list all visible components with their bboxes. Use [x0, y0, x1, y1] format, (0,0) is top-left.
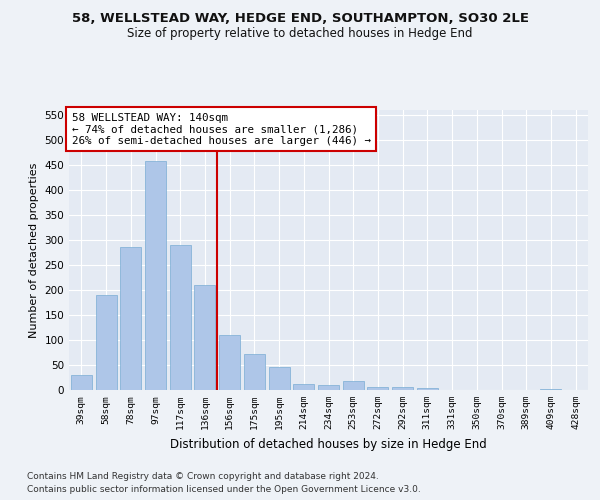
- Bar: [219, 335, 240, 390]
- Text: Contains public sector information licensed under the Open Government Licence v3: Contains public sector information licen…: [27, 485, 421, 494]
- Bar: [95, 295, 116, 390]
- Bar: [71, 375, 92, 390]
- Y-axis label: Number of detached properties: Number of detached properties: [29, 162, 39, 338]
- Bar: [170, 245, 191, 390]
- Bar: [541, 388, 562, 390]
- Text: Contains HM Land Registry data © Crown copyright and database right 2024.: Contains HM Land Registry data © Crown c…: [27, 472, 379, 481]
- Bar: [120, 246, 141, 390]
- Bar: [367, 387, 388, 390]
- Bar: [244, 354, 265, 390]
- Bar: [194, 285, 215, 390]
- Text: 58 WELLSTEAD WAY: 140sqm
← 74% of detached houses are smaller (1,286)
26% of sem: 58 WELLSTEAD WAY: 140sqm ← 74% of detach…: [71, 113, 371, 146]
- Bar: [417, 388, 438, 390]
- Bar: [293, 384, 314, 390]
- Bar: [269, 366, 290, 390]
- Bar: [145, 161, 166, 390]
- Bar: [343, 380, 364, 390]
- Text: 58, WELLSTEAD WAY, HEDGE END, SOUTHAMPTON, SO30 2LE: 58, WELLSTEAD WAY, HEDGE END, SOUTHAMPTO…: [71, 12, 529, 26]
- Bar: [318, 385, 339, 390]
- Text: Size of property relative to detached houses in Hedge End: Size of property relative to detached ho…: [127, 28, 473, 40]
- X-axis label: Distribution of detached houses by size in Hedge End: Distribution of detached houses by size …: [170, 438, 487, 450]
- Bar: [392, 386, 413, 390]
